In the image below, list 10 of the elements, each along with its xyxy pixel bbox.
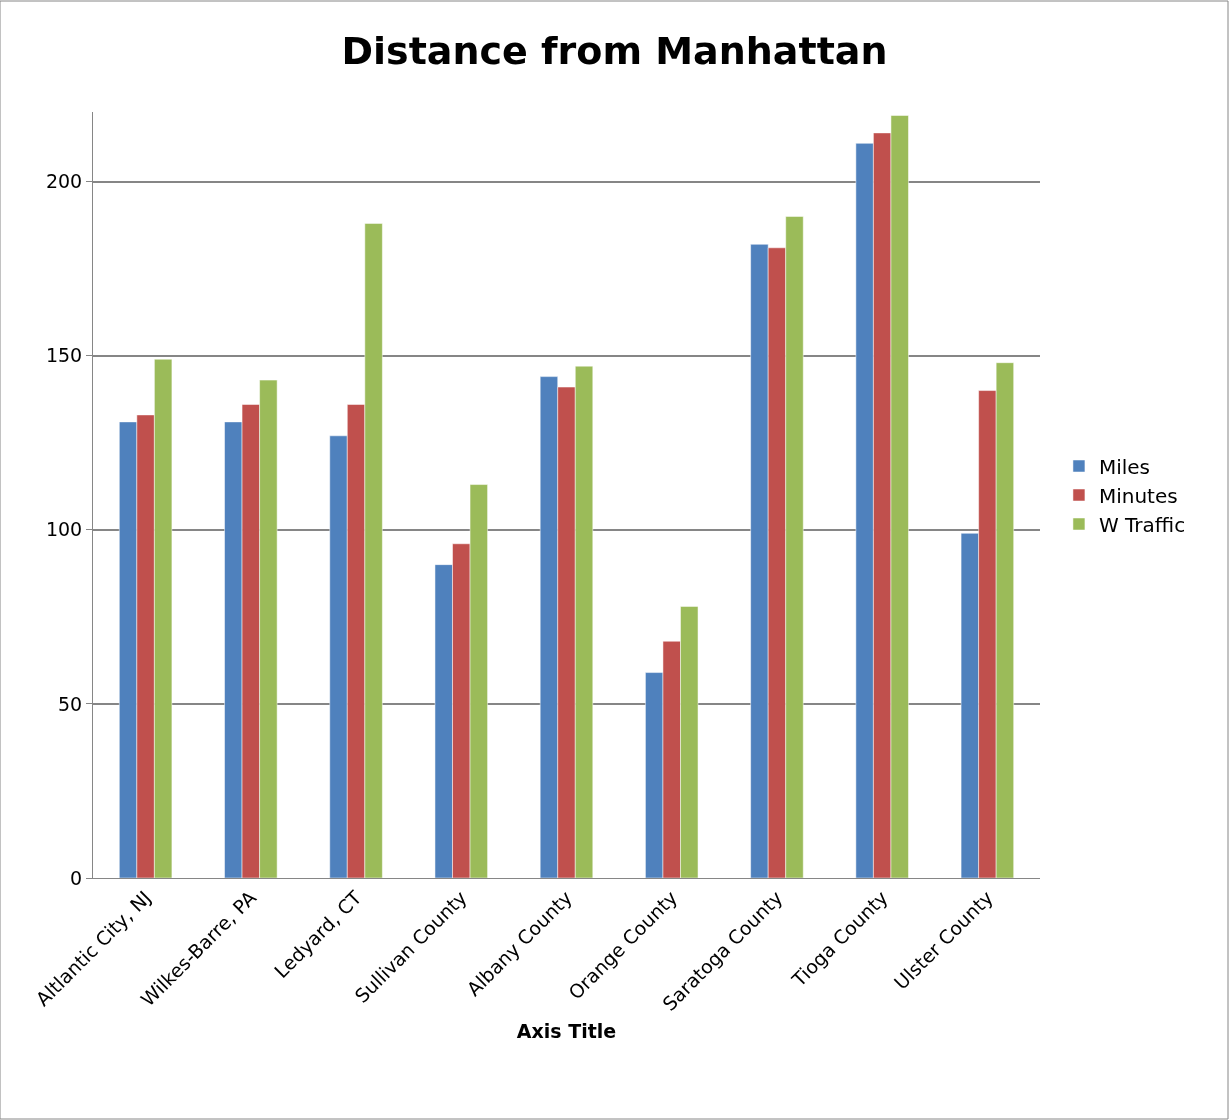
legend-label: Miles bbox=[1098, 454, 1151, 479]
y-tick-label: 150 bbox=[45, 344, 83, 367]
y-tick-label: 50 bbox=[58, 692, 83, 715]
y-tick-label: 100 bbox=[45, 518, 83, 541]
chart-title: Distance from Manhattan bbox=[341, 28, 888, 73]
legend-label: Minutes bbox=[1098, 483, 1178, 508]
y-tick-label: 0 bbox=[70, 866, 83, 889]
legend-label: W Traffic bbox=[1098, 512, 1186, 537]
y-tick-label: 200 bbox=[45, 170, 83, 193]
x-axis-title: Axis Title bbox=[516, 1019, 617, 1042]
